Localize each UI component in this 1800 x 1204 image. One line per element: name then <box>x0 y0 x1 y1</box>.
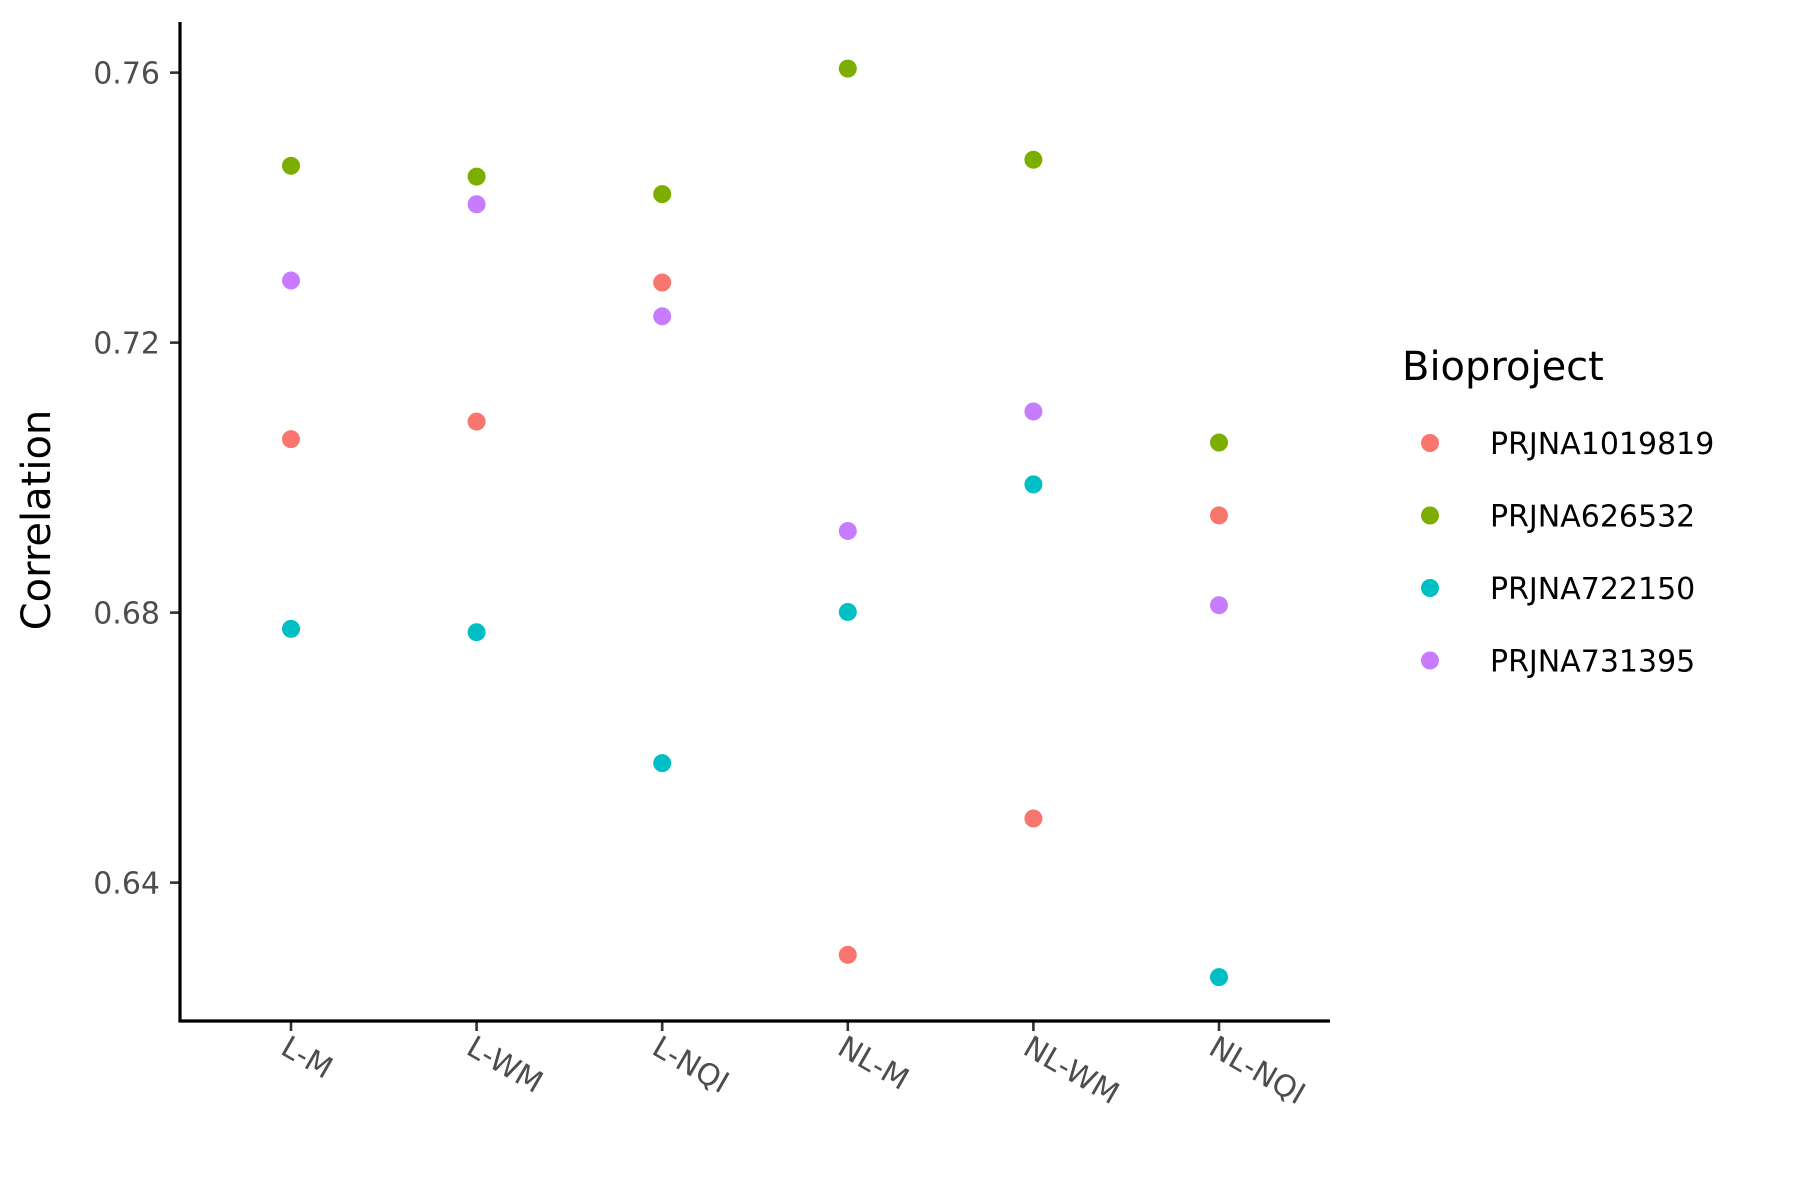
y-tick-label: 0.72 <box>93 327 160 362</box>
legend-label: PRJNA731395 <box>1490 645 1695 680</box>
point-PRJNA731395-L-WM <box>467 195 486 214</box>
point-PRJNA722150-L-WM <box>467 623 486 642</box>
legend-label: PRJNA626532 <box>1490 500 1695 535</box>
y-axis-title: Correlation <box>14 410 60 631</box>
point-PRJNA1019819-NL-NQI <box>1210 506 1228 525</box>
point-PRJNA1019819-NL-WM <box>1024 809 1043 828</box>
point-PRJNA1019819-L-WM <box>467 412 486 431</box>
point-PRJNA731395-NL-NQI <box>1210 596 1228 615</box>
point-PRJNA626532-NL-M <box>838 59 857 78</box>
x-tick-label: L-NQI <box>646 1030 734 1101</box>
data-points <box>282 59 1228 987</box>
point-PRJNA731395-L-M <box>282 271 300 290</box>
y-axis-ticks: 0.64 0.68 0.72 0.76 <box>93 57 180 902</box>
point-PRJNA722150-NL-M <box>838 602 857 621</box>
x-tick-label: NL-M <box>832 1030 915 1098</box>
point-PRJNA626532-NL-WM <box>1024 150 1043 169</box>
point-PRJNA722150-NL-NQI <box>1210 968 1228 987</box>
point-PRJNA731395-NL-M <box>838 521 857 540</box>
point-PRJNA626532-L-WM <box>467 167 486 186</box>
legend-key-PRJNA626532 <box>1421 506 1439 525</box>
point-PRJNA626532-L-M <box>282 156 300 175</box>
y-tick-label: 0.68 <box>93 597 160 632</box>
point-PRJNA1019819-L-M <box>282 430 300 449</box>
point-PRJNA626532-L-NQI <box>653 185 672 204</box>
y-tick-label: 0.64 <box>93 867 160 902</box>
x-axis-ticks: L-M L-WM L-NQI NL-M NL-WM NL-NQI <box>275 1021 1311 1112</box>
x-tick-label: L-M <box>275 1030 338 1087</box>
legend-key-PRJNA731395 <box>1421 651 1439 670</box>
legend-key-PRJNA1019819 <box>1421 434 1439 452</box>
legend: Bioproject PRJNA1019819 PRJNA626532 PRJNA7… <box>1402 344 1714 680</box>
legend-label: PRJNA722150 <box>1490 572 1695 607</box>
legend-title: Bioproject <box>1402 344 1604 390</box>
x-tick-label: NL-WM <box>1017 1030 1124 1112</box>
point-PRJNA731395-L-NQI <box>653 307 672 326</box>
point-PRJNA722150-NL-WM <box>1024 475 1043 494</box>
x-tick-label: NL-NQI <box>1203 1030 1311 1112</box>
x-tick-label: L-WM <box>461 1030 549 1101</box>
point-PRJNA1019819-NL-M <box>838 945 857 964</box>
legend-key-PRJNA722150 <box>1421 579 1439 597</box>
legend-label: PRJNA1019819 <box>1490 427 1714 462</box>
point-PRJNA1019819-L-NQI <box>653 273 672 292</box>
point-PRJNA731395-NL-WM <box>1024 402 1043 421</box>
point-PRJNA722150-L-NQI <box>653 754 672 773</box>
point-PRJNA626532-NL-NQI <box>1210 433 1228 452</box>
point-PRJNA722150-L-M <box>282 619 300 638</box>
y-tick-label: 0.76 <box>93 57 160 92</box>
